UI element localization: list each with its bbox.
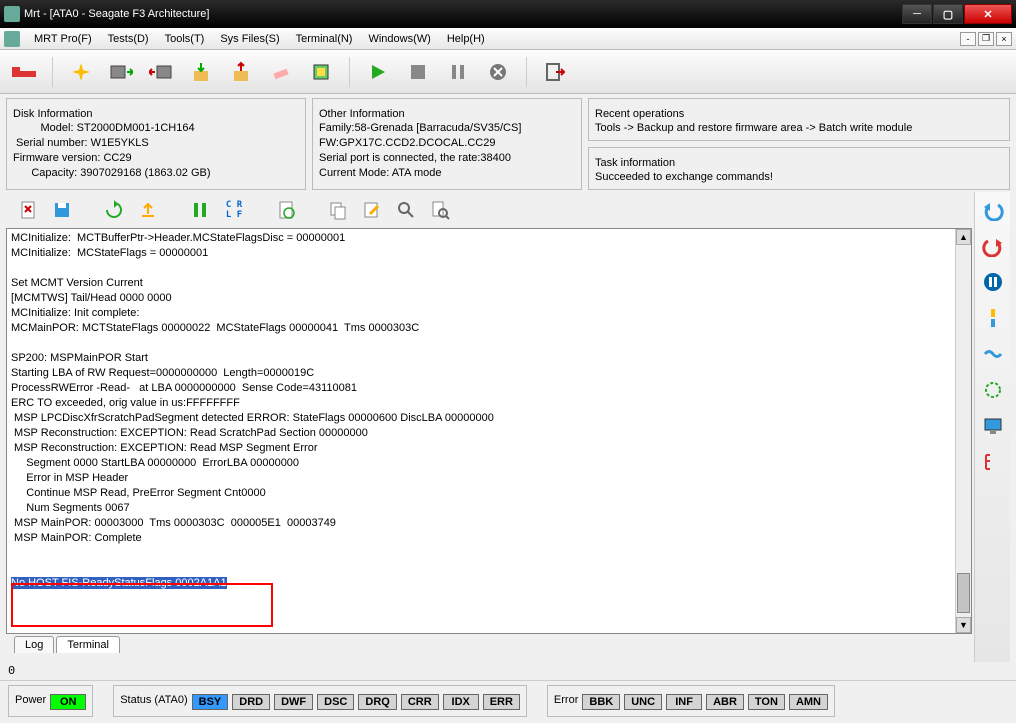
unc-badge: UNC: [624, 694, 662, 710]
bed-icon[interactable]: [8, 56, 40, 88]
box-up-icon[interactable]: [225, 56, 257, 88]
amn-badge: AMN: [789, 694, 828, 710]
box-down-icon[interactable]: [185, 56, 217, 88]
task-info-panel: Task information Succeeded to exchange c…: [588, 147, 1010, 190]
copy-icon[interactable]: [324, 196, 352, 224]
app-small-icon: [4, 31, 20, 47]
redo-icon[interactable]: [979, 232, 1007, 260]
pause2-icon[interactable]: [186, 196, 214, 224]
card-out-icon[interactable]: [145, 56, 177, 88]
menu-tools[interactable]: Tools(T): [157, 31, 213, 47]
status-group: Status (ATA0) BSY DRD DWF DSC DRQ CRR ID…: [113, 685, 527, 717]
disk-info-panel: Disk Information Model: ST2000DM001-1CH1…: [6, 98, 306, 190]
close-button[interactable]: ✕: [964, 4, 1012, 24]
scroll-thumb[interactable]: [957, 573, 970, 613]
gear-ring-icon[interactable]: [979, 376, 1007, 404]
mdi-restore-button[interactable]: ❐: [978, 32, 994, 46]
menu-tests[interactable]: Tests(D): [100, 31, 157, 47]
dsc-badge: DSC: [317, 694, 354, 710]
inf-badge: INF: [666, 694, 702, 710]
stop-icon[interactable]: [402, 56, 434, 88]
search-icon[interactable]: [392, 196, 420, 224]
recent-legend: Recent operations: [595, 108, 684, 120]
recent-ops-panel: Recent operations Tools -> Backup and re…: [588, 98, 1010, 141]
connector-icon[interactable]: [979, 304, 1007, 332]
family-value: Family:58-Grenada [Barracuda/SV35/CS]: [319, 121, 575, 136]
crr-badge: CRR: [401, 694, 439, 710]
capacity-value: 3907029168 (1863.02 GB): [80, 167, 210, 179]
status-number: 0: [0, 662, 1016, 680]
power-on-badge: ON: [50, 694, 86, 710]
app-icon: [4, 6, 20, 22]
bsy-badge: BSY: [192, 694, 229, 710]
crlf-icon[interactable]: C RL F: [220, 196, 248, 224]
disk-info-legend: Disk Information: [13, 108, 92, 120]
abr-badge: ABR: [706, 694, 744, 710]
pause-icon[interactable]: [442, 56, 474, 88]
mdi-minimize-button[interactable]: -: [960, 32, 976, 46]
model-value: ST2000DM001-1CH164: [77, 122, 195, 134]
exit-icon[interactable]: [539, 56, 571, 88]
page-refresh-icon[interactable]: [272, 196, 300, 224]
search-page-icon[interactable]: [426, 196, 454, 224]
play-icon[interactable]: [362, 56, 394, 88]
refresh-icon[interactable]: [100, 196, 128, 224]
pause-side-icon[interactable]: [979, 268, 1007, 296]
minimize-button[interactable]: ─: [902, 4, 932, 24]
power-group: Power ON: [8, 685, 93, 717]
upload-arrow-icon[interactable]: [134, 196, 162, 224]
serial-value: W1E5YKLS: [91, 137, 149, 149]
other-info-panel: Other Information Family:58-Grenada [Bar…: [312, 98, 582, 190]
serialport-value: Serial port is connected, the rate:38400: [319, 151, 575, 166]
scroll-down-icon[interactable]: ▼: [956, 617, 971, 633]
handshake-icon[interactable]: [979, 340, 1007, 368]
tab-terminal[interactable]: Terminal: [56, 636, 120, 653]
chip-icon[interactable]: [305, 56, 337, 88]
menu-mrt[interactable]: MRT Pro(F): [26, 31, 100, 47]
menu-windows[interactable]: Windows(W): [360, 31, 438, 47]
ton-badge: TON: [748, 694, 785, 710]
recent-text: Tools -> Backup and restore firmware are…: [595, 121, 1003, 136]
eraser-icon[interactable]: [265, 56, 297, 88]
fw-value: CC29: [103, 152, 131, 164]
idx-badge: IDX: [443, 694, 479, 710]
bbk-badge: BBK: [582, 694, 620, 710]
edit-icon[interactable]: [358, 196, 386, 224]
other-info-legend: Other Information: [319, 108, 405, 120]
menu-terminal[interactable]: Terminal(N): [288, 31, 361, 47]
drq-badge: DRQ: [358, 694, 396, 710]
terminal-console[interactable]: MCInitialize: MCTBufferPtr->Header.MCSta…: [6, 228, 972, 634]
scrollbar[interactable]: ▲ ▼: [955, 229, 971, 633]
menu-sysfiles[interactable]: Sys Files(S): [212, 31, 287, 47]
monitor-icon[interactable]: [979, 412, 1007, 440]
mdi-close-button[interactable]: ×: [996, 32, 1012, 46]
save-icon[interactable]: [48, 196, 76, 224]
undo-icon[interactable]: [979, 196, 1007, 224]
sparkle-icon[interactable]: [65, 56, 97, 88]
tab-log[interactable]: Log: [14, 636, 54, 653]
tree-icon[interactable]: [979, 448, 1007, 476]
drd-badge: DRD: [232, 694, 270, 710]
window-title: Mrt - [ATA0 - Seagate F3 Architecture]: [24, 8, 209, 20]
task-text: Succeeded to exchange commands!: [595, 170, 1003, 185]
fwline-value: FW:GPX17C.CCD2.DCOCAL.CC29: [319, 136, 575, 151]
menu-help[interactable]: Help(H): [439, 31, 493, 47]
dwf-badge: DWF: [274, 694, 313, 710]
task-legend: Task information: [595, 157, 675, 169]
mode-value: Current Mode: ATA mode: [319, 166, 575, 181]
err-badge: ERR: [483, 694, 520, 710]
cancel-icon[interactable]: [482, 56, 514, 88]
card-in-icon[interactable]: [105, 56, 137, 88]
error-group: Error BBK UNC INF ABR TON AMN: [547, 685, 835, 717]
delete-file-icon[interactable]: [14, 196, 42, 224]
maximize-button[interactable]: ▢: [933, 4, 963, 24]
right-sidebar: [974, 192, 1010, 662]
scroll-up-icon[interactable]: ▲: [956, 229, 971, 245]
